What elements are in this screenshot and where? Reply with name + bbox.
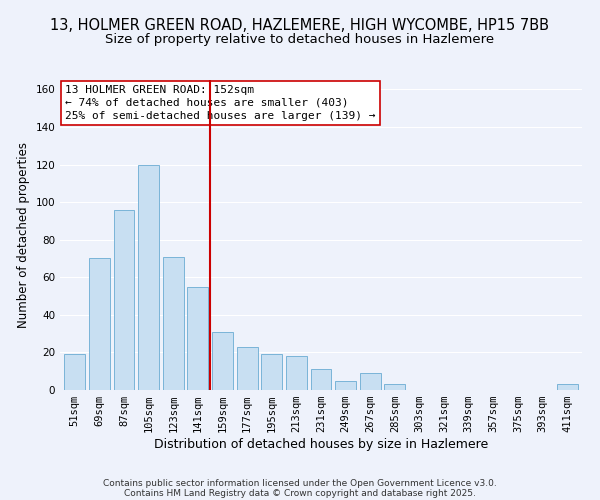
Bar (89, 258, 110, 390)
Bar (360, 373, 381, 390)
Bar (163, 256, 184, 390)
Bar (261, 354, 282, 390)
Bar (236, 347, 257, 390)
Text: 13 HOLMER GREEN ROAD: 152sqm
← 74% of detached houses are smaller (403)
25% of s: 13 HOLMER GREEN ROAD: 152sqm ← 74% of de… (65, 84, 376, 121)
Y-axis label: Number of detached properties: Number of detached properties (17, 142, 30, 328)
Bar (138, 164, 159, 390)
Bar (113, 210, 134, 390)
Bar (286, 356, 307, 390)
Bar (335, 380, 356, 390)
X-axis label: Distribution of detached houses by size in Hazlemere: Distribution of detached houses by size … (154, 438, 488, 451)
Text: Contains public sector information licensed under the Open Government Licence v3: Contains public sector information licen… (103, 478, 497, 488)
Text: Size of property relative to detached houses in Hazlemere: Size of property relative to detached ho… (106, 32, 494, 46)
Text: 13, HOLMER GREEN ROAD, HAZLEMERE, HIGH WYCOMBE, HP15 7BB: 13, HOLMER GREEN ROAD, HAZLEMERE, HIGH W… (50, 18, 550, 32)
Bar (311, 370, 331, 390)
Bar (212, 332, 233, 390)
Bar (557, 384, 578, 390)
Text: Contains HM Land Registry data © Crown copyright and database right 2025.: Contains HM Land Registry data © Crown c… (124, 488, 476, 498)
Bar (64, 354, 85, 390)
Bar (187, 286, 208, 390)
Bar (385, 384, 406, 390)
